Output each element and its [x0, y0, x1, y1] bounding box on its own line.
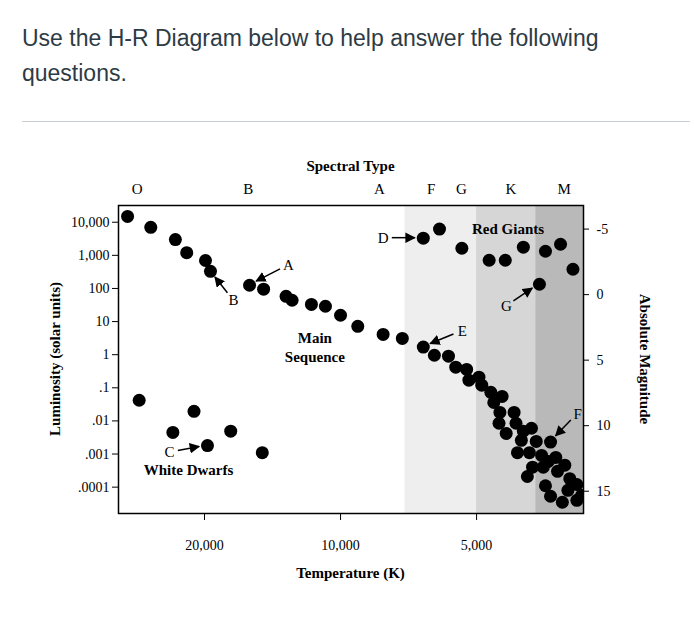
svg-text:Absolute Magnitude: Absolute Magnitude	[637, 294, 653, 425]
svg-text:Red Giants: Red Giants	[472, 221, 544, 237]
svg-text:K: K	[505, 181, 516, 197]
svg-text:.001: .001	[85, 447, 110, 462]
svg-text:0: 0	[597, 287, 604, 302]
svg-text:A: A	[283, 257, 294, 273]
svg-text:A: A	[374, 181, 385, 197]
svg-text:.1: .1	[99, 380, 110, 395]
svg-text:10,000: 10,000	[321, 538, 360, 553]
svg-text:Spectral Type: Spectral Type	[306, 158, 395, 174]
svg-text:MainSequence: MainSequence	[285, 330, 345, 366]
svg-text:.01: .01	[92, 413, 110, 428]
svg-text:5,000: 5,000	[461, 538, 493, 553]
svg-text:-5: -5	[597, 222, 609, 237]
svg-text:100: 100	[89, 281, 110, 296]
svg-text:E: E	[458, 323, 467, 339]
svg-text:Temperature (K): Temperature (K)	[296, 565, 405, 582]
svg-text:5: 5	[597, 353, 604, 368]
svg-text:G: G	[456, 181, 467, 197]
svg-text:F: F	[573, 406, 581, 422]
svg-text:10: 10	[597, 418, 611, 433]
svg-text:1: 1	[103, 347, 110, 362]
svg-text:20,000: 20,000	[185, 538, 224, 553]
svg-text:15: 15	[597, 484, 611, 499]
svg-text:B: B	[228, 292, 238, 308]
svg-text:10: 10	[96, 314, 110, 329]
svg-text:M: M	[558, 181, 571, 197]
svg-text:F: F	[427, 181, 435, 197]
svg-text:Luminosity (solar units): Luminosity (solar units)	[47, 282, 64, 436]
svg-text:D: D	[378, 230, 389, 246]
html-text:Use the H-R Diagram below to h: Use the H-R Diagram below to help answer…	[22, 25, 599, 86]
svg-text:10,000: 10,000	[71, 215, 110, 230]
svg-text:1,000: 1,000	[78, 248, 110, 263]
svg-text:White Dwarfs: White Dwarfs	[144, 462, 234, 478]
svg-text:B: B	[243, 181, 253, 197]
svg-text:.0001: .0001	[78, 480, 110, 495]
svg-text:G: G	[501, 298, 512, 314]
svg-text:O: O	[132, 181, 143, 197]
svg-text:C: C	[164, 444, 174, 460]
